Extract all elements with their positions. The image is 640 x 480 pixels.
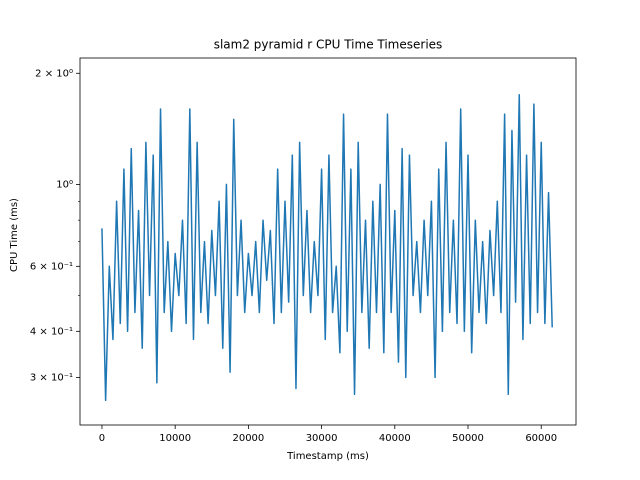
x-tick-label: 50000 bbox=[452, 433, 484, 444]
y-tick-label: 2 × 10⁰ bbox=[35, 68, 73, 79]
y-tick-label: 3 × 10⁻¹ bbox=[30, 372, 73, 383]
x-tick-label: 10000 bbox=[159, 433, 191, 444]
x-tick-label: 60000 bbox=[525, 433, 557, 444]
data-line bbox=[101, 93, 553, 402]
chart-title: slam2 pyramid r CPU Time Timeseries bbox=[214, 38, 443, 52]
x-tick-label: 40000 bbox=[379, 433, 411, 444]
plot-frame bbox=[79, 57, 577, 426]
x-tick-label: 0 bbox=[99, 433, 105, 444]
x-axis-label: Timestamp (ms) bbox=[286, 451, 369, 462]
y-tick-label: 10⁰ bbox=[56, 179, 73, 190]
x-tick-label: 20000 bbox=[232, 433, 264, 444]
y-tick-label: 4 × 10⁻¹ bbox=[30, 326, 73, 337]
y-tick-label: 6 × 10⁻¹ bbox=[30, 261, 73, 272]
y-axis-label: CPU Time (ms) bbox=[9, 198, 20, 272]
x-tick-label: 30000 bbox=[306, 433, 338, 444]
